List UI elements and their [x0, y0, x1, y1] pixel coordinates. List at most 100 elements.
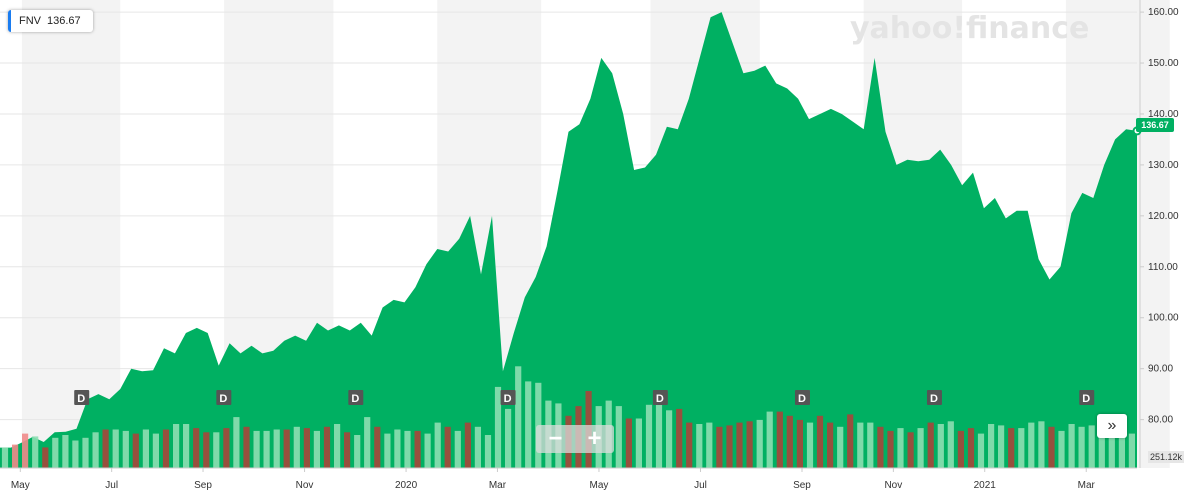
ticker-badge: FNV 136.67: [8, 10, 93, 32]
volume-bar: [897, 428, 904, 468]
volume-bar: [937, 424, 944, 468]
volume-bar: [716, 426, 723, 469]
y-tick-label: 130.00: [1148, 160, 1179, 171]
dividend-marker: [926, 390, 942, 405]
background-band: [21, 0, 121, 468]
y-tick-label: 90.00: [1148, 364, 1173, 375]
volume-bar: [203, 432, 210, 469]
ticker-price: 136.67: [47, 15, 81, 27]
volume-bar: [62, 435, 69, 468]
volume-bar: [1098, 430, 1105, 468]
volume-bar: [283, 429, 290, 468]
volume-bar: [827, 422, 834, 468]
x-tick-label: Mar: [489, 480, 507, 491]
volume-bar: [344, 432, 351, 469]
volume-bar: [1, 447, 9, 468]
volume-bar: [796, 419, 803, 468]
volume-bar: [384, 433, 391, 468]
volume-bar: [474, 426, 481, 469]
ticker-color-bar: [8, 10, 11, 32]
volume-bar: [122, 430, 129, 468]
volume-bar: [12, 444, 19, 468]
volume-bar: [42, 447, 49, 468]
volume-bar: [666, 410, 673, 469]
volume-bar: [223, 428, 230, 468]
volume-bar: [273, 429, 280, 468]
volume-bar: [837, 426, 844, 469]
y-tick-label: 150.00: [1148, 58, 1179, 69]
volume-bar: [1068, 424, 1075, 468]
volume-bar: [525, 381, 532, 468]
volume-bar: [444, 426, 451, 469]
dividend-marker-label: D: [77, 393, 85, 405]
volume-bar: [484, 435, 492, 468]
dividend-marker-label: D: [219, 393, 227, 405]
volume-bar: [183, 424, 190, 468]
volume-bar: [1018, 428, 1025, 468]
x-tick-label: Jul: [694, 480, 707, 491]
volume-bar: [404, 430, 411, 468]
volume-bar: [1088, 425, 1095, 468]
volume-bar: [505, 408, 512, 468]
y-tick-label: 100.00: [1148, 313, 1179, 324]
volume-bar: [766, 411, 773, 468]
dividend-marker: [216, 390, 232, 405]
zoom-out-button[interactable]: −: [548, 425, 563, 452]
volume-bar: [998, 425, 1005, 468]
volume-bar: [957, 430, 964, 468]
zoom-in-button[interactable]: +: [587, 425, 602, 452]
x-tick-label: Sep: [793, 480, 811, 491]
volume-bar: [917, 428, 924, 468]
volume-bar: [494, 386, 502, 468]
volume-bar: [424, 433, 431, 468]
dividend-marker: [348, 390, 364, 405]
volume-bar: [867, 422, 874, 468]
volume-bar: [947, 421, 954, 469]
volume-bar: [394, 429, 401, 468]
dividend-marker: [652, 390, 668, 405]
volume-bar: [786, 415, 793, 469]
volume-bar: [816, 415, 824, 469]
volume-label: 251.12k: [1148, 451, 1185, 463]
volume-bar: [927, 422, 934, 468]
volume-bar: [243, 426, 250, 469]
volume-bar: [655, 399, 663, 469]
volume-bar: [52, 437, 59, 469]
volume-bar: [857, 422, 864, 468]
volume-bar: [173, 424, 180, 468]
volume-bar: [303, 428, 310, 468]
volume-bar: [434, 422, 441, 468]
volume-bar: [967, 428, 975, 468]
last-price-label: 136.67: [1136, 118, 1174, 132]
volume-bar: [132, 433, 139, 468]
volume-bar: [726, 425, 733, 468]
expand-button[interactable]: »: [1097, 414, 1127, 438]
x-tick-label: May: [11, 480, 30, 491]
volume-bar: [776, 411, 783, 468]
volume-bar: [746, 421, 753, 469]
volume-bar: [263, 430, 270, 468]
volume-bar: [696, 424, 703, 468]
volume-bar: [414, 430, 421, 468]
volume-bar: [1008, 428, 1015, 468]
dividend-marker: [794, 390, 810, 405]
volume-bar: [233, 417, 240, 468]
volume-bar: [645, 404, 653, 468]
volume-bar: [676, 408, 683, 468]
volume-bar: [635, 418, 642, 468]
volume-bar: [102, 429, 109, 468]
volume-bar: [1038, 421, 1045, 469]
zoom-controls: − +: [536, 425, 614, 453]
dividend-marker-label: D: [656, 393, 664, 405]
volume-bar: [193, 428, 200, 468]
volume-bar: [625, 418, 632, 468]
volume-bar: [213, 432, 220, 469]
volume-bar: [686, 422, 693, 468]
x-tick-label: Jul: [105, 480, 118, 491]
volume-bar: [72, 440, 79, 468]
volume-bar: [464, 422, 471, 468]
price-area: [0, 12, 1137, 468]
volume-bar: [1118, 429, 1125, 468]
y-tick-label: 120.00: [1148, 211, 1179, 222]
